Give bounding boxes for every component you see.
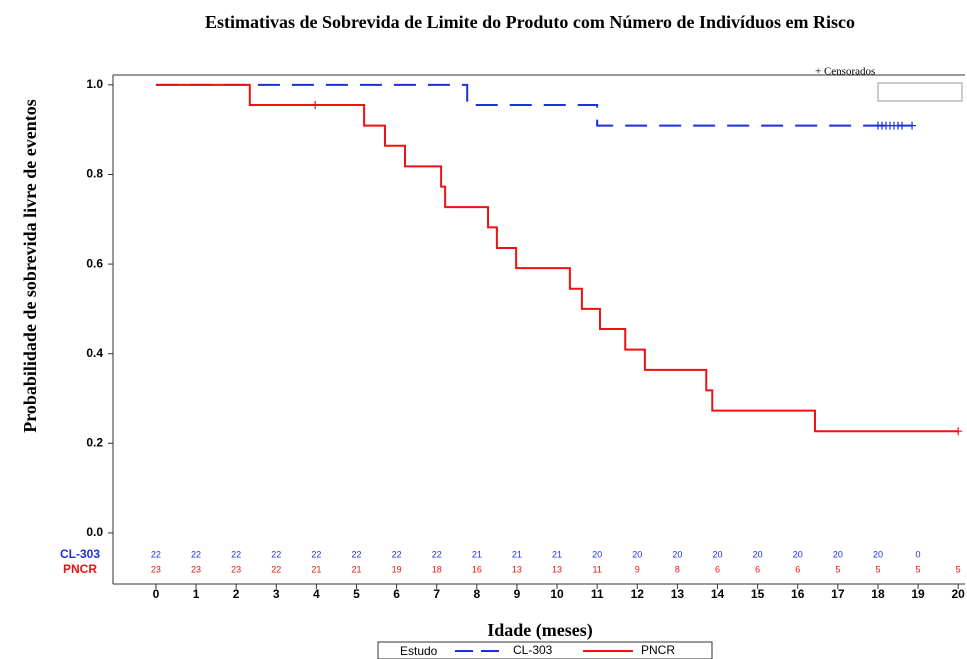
at-risk-count: 21: [351, 564, 361, 574]
x-tick-label: 16: [791, 587, 805, 601]
x-tick-label: 2: [233, 587, 240, 601]
at-risk-count: 9: [635, 564, 640, 574]
at-risk-count: 22: [191, 549, 201, 559]
y-tick-label: 1.0: [86, 77, 103, 91]
at-risk-label: CL-303: [60, 547, 100, 561]
at-risk-count: 20: [873, 549, 883, 559]
at-risk-count: 6: [795, 564, 800, 574]
at-risk-count: 22: [231, 549, 241, 559]
x-tick-label: 14: [711, 587, 725, 601]
at-risk-count: 20: [833, 549, 843, 559]
at-risk-count: 20: [672, 549, 682, 559]
legend-label: PNCR: [641, 643, 675, 657]
x-tick-label: 3: [273, 587, 280, 601]
x-tick-label: 19: [911, 587, 925, 601]
x-tick-label: 10: [550, 587, 564, 601]
at-risk-count: 5: [956, 564, 961, 574]
at-risk-count: 18: [432, 564, 442, 574]
at-risk-count: 20: [793, 549, 803, 559]
at-risk-count: 20: [753, 549, 763, 559]
survival-line: [155, 83, 913, 127]
at-risk-count: 6: [715, 564, 720, 574]
at-risk-count: 19: [392, 564, 402, 574]
at-risk-count: 8: [675, 564, 680, 574]
at-risk-count: 22: [432, 549, 442, 559]
at-risk-count: 5: [835, 564, 840, 574]
x-tick-label: 7: [433, 587, 440, 601]
censor-mark: [311, 101, 320, 110]
x-tick-label: 15: [751, 587, 765, 601]
legend-box: [377, 641, 713, 659]
censor-mark: [898, 121, 907, 130]
x-axis-title: Idade (meses): [487, 620, 593, 641]
at-risk-count: 21: [552, 549, 562, 559]
at-risk-count: 0: [916, 549, 921, 559]
x-tick-label: 17: [831, 587, 845, 601]
x-tick-label: 18: [871, 587, 885, 601]
y-tick-label: 0.6: [86, 256, 103, 270]
at-risk-count: 6: [755, 564, 760, 574]
at-risk-count: 22: [392, 549, 402, 559]
at-risk-count: 23: [151, 564, 161, 574]
x-tick-label: 5: [353, 587, 360, 601]
at-risk-count: 22: [271, 564, 281, 574]
x-tick-label: 12: [631, 587, 645, 601]
x-tick-label: 13: [671, 587, 685, 601]
at-risk-count: 22: [151, 549, 161, 559]
chart-title: Estimativas de Sobrevida de Limite do Pr…: [204, 12, 856, 32]
at-risk-count: 11: [592, 564, 601, 574]
censored-note: + Censorados: [815, 66, 875, 78]
at-risk-count: 22: [271, 549, 281, 559]
at-risk-count: 21: [472, 549, 482, 559]
at-risk-count: 22: [311, 549, 321, 559]
at-risk-count: 23: [191, 564, 201, 574]
at-risk-count: 21: [512, 549, 522, 559]
x-tick-label: 9: [514, 587, 521, 601]
x-tick-label: 20: [952, 587, 966, 601]
x-tick-label: 4: [313, 587, 320, 601]
y-tick-label: 0.4: [86, 346, 103, 360]
y-tick-label: 0.2: [86, 435, 103, 449]
at-risk-count: 20: [632, 549, 642, 559]
censor-box: [877, 82, 963, 102]
censor-mark: [954, 427, 963, 436]
x-tick-label: 1: [193, 587, 200, 601]
at-risk-count: 5: [875, 564, 880, 574]
at-risk-count: 16: [472, 564, 482, 574]
at-risk-count: 22: [351, 549, 361, 559]
y-axis-title: Probabilidade de sobrevida livre de even…: [20, 99, 40, 433]
x-tick-label: 6: [393, 587, 400, 601]
at-risk-count: 21: [311, 564, 321, 574]
at-risk-count: 20: [712, 549, 722, 559]
survival-line: [155, 83, 959, 433]
legend-label: CL-303: [513, 643, 553, 657]
y-tick-label: 0.8: [86, 167, 103, 181]
at-risk-count: 13: [552, 564, 562, 574]
x-tick-label: 8: [473, 587, 480, 601]
at-risk-count: 23: [231, 564, 241, 574]
at-risk-count: 20: [592, 549, 602, 559]
at-risk-count: 5: [916, 564, 921, 574]
at-risk-label: PNCR: [63, 562, 97, 576]
censor-mark: [908, 121, 917, 130]
at-risk-count: 13: [512, 564, 522, 574]
x-tick-label: 0: [153, 587, 160, 601]
x-tick-label: 11: [591, 587, 604, 601]
y-tick-label: 0.0: [86, 525, 103, 539]
legend-title: Estudo: [400, 644, 438, 658]
